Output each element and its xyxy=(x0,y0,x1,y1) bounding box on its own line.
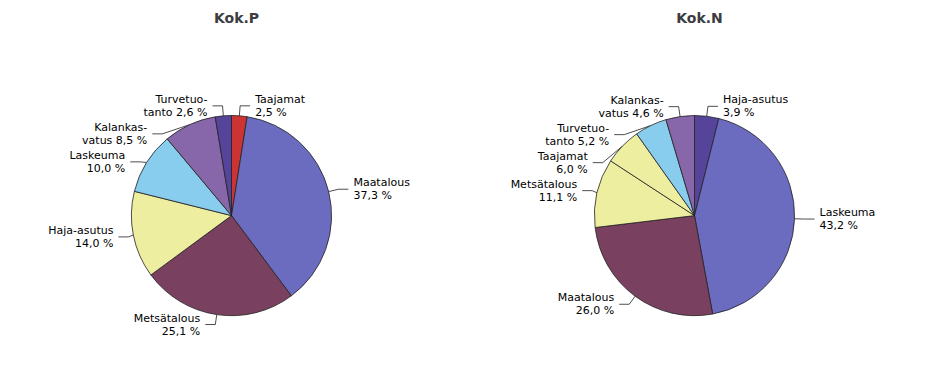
svg-text:Kok.P: Kok.P xyxy=(214,10,259,26)
svg-text:Kok.N: Kok.N xyxy=(676,10,723,26)
svg-text:Kalankas-: Kalankas- xyxy=(610,94,663,107)
svg-text:Metsätalous: Metsätalous xyxy=(134,312,201,325)
svg-text:Taajamat: Taajamat xyxy=(537,150,589,163)
svg-text:37,3 %: 37,3 % xyxy=(353,189,391,202)
svg-text:6,0 %: 6,0 % xyxy=(556,163,587,176)
svg-text:Kalankas-: Kalankas- xyxy=(94,121,147,134)
svg-text:Laskeuma: Laskeuma xyxy=(69,149,125,162)
svg-text:Turvetuo-: Turvetuo- xyxy=(155,93,208,106)
svg-text:Haja-asutus: Haja-asutus xyxy=(723,93,789,106)
svg-text:26,0 %: 26,0 % xyxy=(576,304,614,317)
svg-text:vatus 4,6 %: vatus 4,6 % xyxy=(598,107,663,120)
svg-text:tanto 2,6 %: tanto 2,6 % xyxy=(144,106,208,119)
svg-text:25,1 %: 25,1 % xyxy=(162,325,200,338)
svg-text:3,9 %: 3,9 % xyxy=(723,106,754,119)
svg-text:Metsätalous: Metsätalous xyxy=(511,178,578,191)
svg-text:tanto 5,2 %: tanto 5,2 % xyxy=(545,135,609,148)
svg-text:Maatalous: Maatalous xyxy=(353,176,410,189)
svg-text:11,1 %: 11,1 % xyxy=(539,191,577,204)
svg-text:Taajamat: Taajamat xyxy=(254,93,306,106)
svg-text:2,5 %: 2,5 % xyxy=(255,106,286,119)
svg-text:43,2 %: 43,2 % xyxy=(820,219,858,232)
svg-text:Laskeuma: Laskeuma xyxy=(820,206,876,219)
svg-text:Maatalous: Maatalous xyxy=(558,291,615,304)
svg-text:10,0 %: 10,0 % xyxy=(87,162,125,175)
svg-text:Turvetuo-: Turvetuo- xyxy=(556,122,609,135)
svg-text:vatus 8,5 %: vatus 8,5 % xyxy=(82,134,147,147)
svg-text:Haja-asutus: Haja-asutus xyxy=(48,224,114,237)
svg-text:14,0 %: 14,0 % xyxy=(75,237,113,250)
